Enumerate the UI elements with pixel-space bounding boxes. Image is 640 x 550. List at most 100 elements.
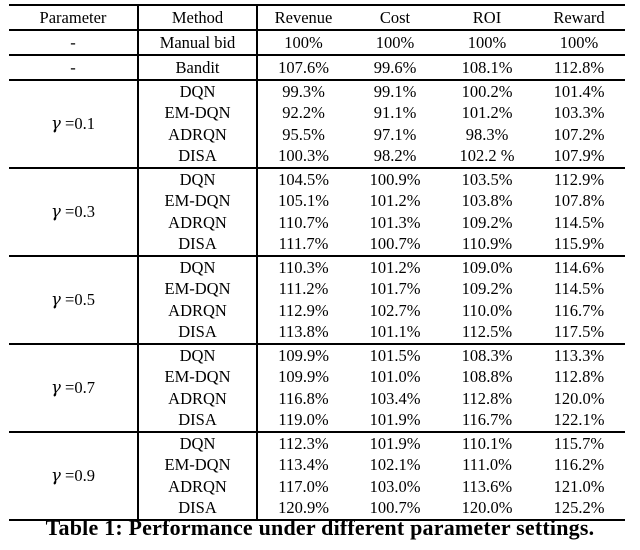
value-cell: 100.3% [278, 146, 329, 166]
column-header-revenue: Revenue [274, 7, 333, 27]
value-cell: 103.3% [553, 103, 605, 123]
value-cell: 112.8% [553, 367, 605, 387]
table-row: ADRQN 117.0% 103.0% 113.6% 121.0% [9, 476, 625, 498]
value-cell: 113.6% [461, 476, 513, 496]
table-group: γ =0.9 DQN 112.3% 101.9% 110.1% 115.7% EM-DQN 1… [9, 432, 625, 520]
parameter-cell: γ =0.3 [9, 168, 139, 256]
method-cell: EM-DQN [138, 102, 258, 124]
value-cell: 102.1% [369, 455, 421, 475]
table-row: EM-DQN 109.9% 101.0% 108.8% 112.8% [9, 366, 625, 388]
value-cell: 100.2% [461, 81, 513, 101]
value-cell: 112.9% [553, 169, 605, 189]
table-row: γ =0.7 DQN 109.9% 101.5% 108.3% 113.3% [9, 344, 625, 432]
column-header-parameter: Parameter [9, 5, 139, 30]
method-cell: ADRQN [138, 388, 258, 410]
value-cell: 101.7% [369, 279, 421, 299]
value-cell: 125.2% [553, 498, 605, 518]
value-cell: 113.8% [278, 322, 329, 342]
value-cell: 91.1% [373, 103, 417, 123]
value-cell: 101.2% [369, 257, 421, 277]
table-row: ADRQN 116.8% 103.4% 112.8% 120.0% [9, 388, 625, 410]
table-row: ADRQN 112.9% 102.7% 110.0% 116.7% [9, 300, 625, 322]
value-cell: 112.3% [278, 433, 329, 453]
value-cell: 115.7% [553, 433, 605, 453]
method-cell: ADRQN [138, 212, 258, 234]
table-header-row: Parameter Method Revenue Cost ROI Reward [9, 5, 625, 30]
table-row: - Bandit 107.6% 99.6% 108.1% 112.8% [9, 55, 625, 80]
method-cell: DISA [138, 321, 258, 344]
value-cell: 114.5% [553, 212, 605, 232]
value-cell: 97.1% [373, 124, 417, 144]
table-row: DISA 119.0% 101.9% 116.7% 122.1% [9, 409, 625, 432]
table-caption: Table 1: Performance under different par… [45, 515, 595, 540]
value-cell: 95.5% [282, 124, 325, 144]
value-cell: 120.0% [553, 388, 605, 408]
value-cell: 107.9% [553, 146, 605, 166]
value-cell: 100% [559, 32, 599, 52]
value-cell: 105.1% [278, 191, 329, 211]
table-row: DISA 111.7% 100.7% 110.9% 115.9% [9, 233, 625, 256]
value-cell: 102.7% [369, 300, 421, 320]
value-cell: 109.9% [278, 345, 329, 365]
parameter-cell: γ =0.5 [9, 256, 139, 344]
value-cell: 92.2% [282, 103, 325, 123]
value-cell: 122.1% [553, 410, 605, 430]
value-cell: 115.9% [553, 234, 605, 254]
value-cell: 120.0% [461, 498, 513, 518]
method-cell: EM-DQN [138, 454, 258, 476]
value-cell: 100.7% [369, 498, 421, 518]
value-cell: 111.2% [278, 279, 329, 299]
method-cell: DISA [138, 145, 258, 168]
parameter-cell: γ =0.9 [9, 432, 139, 520]
value-cell: 116.2% [553, 455, 605, 475]
value-cell: 114.6% [553, 257, 605, 277]
parameter-cell: - [9, 55, 139, 80]
value-cell: 109.0% [461, 257, 513, 277]
parameter-cell: γ =0.1 [9, 80, 139, 168]
value-cell: 108.1% [461, 57, 513, 77]
value-cell: 101.3% [369, 212, 421, 232]
value-cell: 103.4% [369, 388, 421, 408]
table-group: γ =0.3 DQN 104.5% 100.9% 103.5% 112.9% EM-DQN 1… [9, 168, 625, 256]
value-cell: 100% [284, 32, 323, 52]
value-cell: 98.3% [465, 124, 509, 144]
value-cell: 101.0% [369, 367, 421, 387]
method-cell: ADRQN [138, 300, 258, 322]
value-cell: 98.2% [373, 146, 417, 166]
value-cell: 109.2% [461, 212, 513, 232]
table-row: - Manual bid 100% 100% 100% 100% [9, 30, 625, 55]
value-cell: 102.2 % [459, 146, 515, 166]
table-row: EM-DQN 105.1% 101.2% 103.8% 107.8% [9, 190, 625, 212]
column-header-method: Method [138, 5, 258, 30]
value-cell: 108.8% [461, 367, 513, 387]
value-cell: 117.0% [278, 476, 329, 496]
value-cell: 116.7% [461, 410, 513, 430]
value-cell: 101.9% [369, 410, 421, 430]
value-cell: 116.8% [278, 388, 329, 408]
table-row: γ =0.5 DQN 110.3% 101.2% 109.0% 114.6% [9, 256, 625, 344]
method-cell: DISA [138, 497, 258, 520]
value-cell: 110.7% [278, 212, 329, 232]
method-cell: DQN [138, 80, 258, 103]
table-row: DISA 100.3% 98.2% 102.2 % 107.9% [9, 145, 625, 168]
value-cell: 99.1% [373, 81, 417, 101]
value-cell: 107.6% [278, 57, 329, 77]
method-cell: DISA [138, 409, 258, 432]
value-cell: 109.2% [461, 279, 513, 299]
value-cell: 111.0% [462, 455, 512, 475]
method-cell: EM-DQN [138, 366, 258, 388]
value-cell: 107.8% [553, 191, 605, 211]
value-cell: 99.3% [282, 81, 325, 101]
value-cell: 117.5% [553, 322, 605, 342]
value-cell: 112.5% [461, 322, 513, 342]
value-cell: 112.8% [553, 57, 605, 77]
table-row: γ =0.9 DQN 112.3% 101.9% 110.1% 115.7% [9, 432, 625, 520]
value-cell: 109.9% [278, 367, 329, 387]
value-cell: 104.5% [278, 169, 329, 189]
value-cell: 103.5% [461, 169, 513, 189]
method-cell: DQN [138, 432, 258, 455]
value-cell: 120.9% [278, 498, 329, 518]
table-row: γ =0.3 DQN 104.5% 100.9% 103.5% 112.9% [9, 168, 625, 256]
table-group: γ =0.5 DQN 110.3% 101.2% 109.0% 114.6% EM-DQN 1… [9, 256, 625, 344]
